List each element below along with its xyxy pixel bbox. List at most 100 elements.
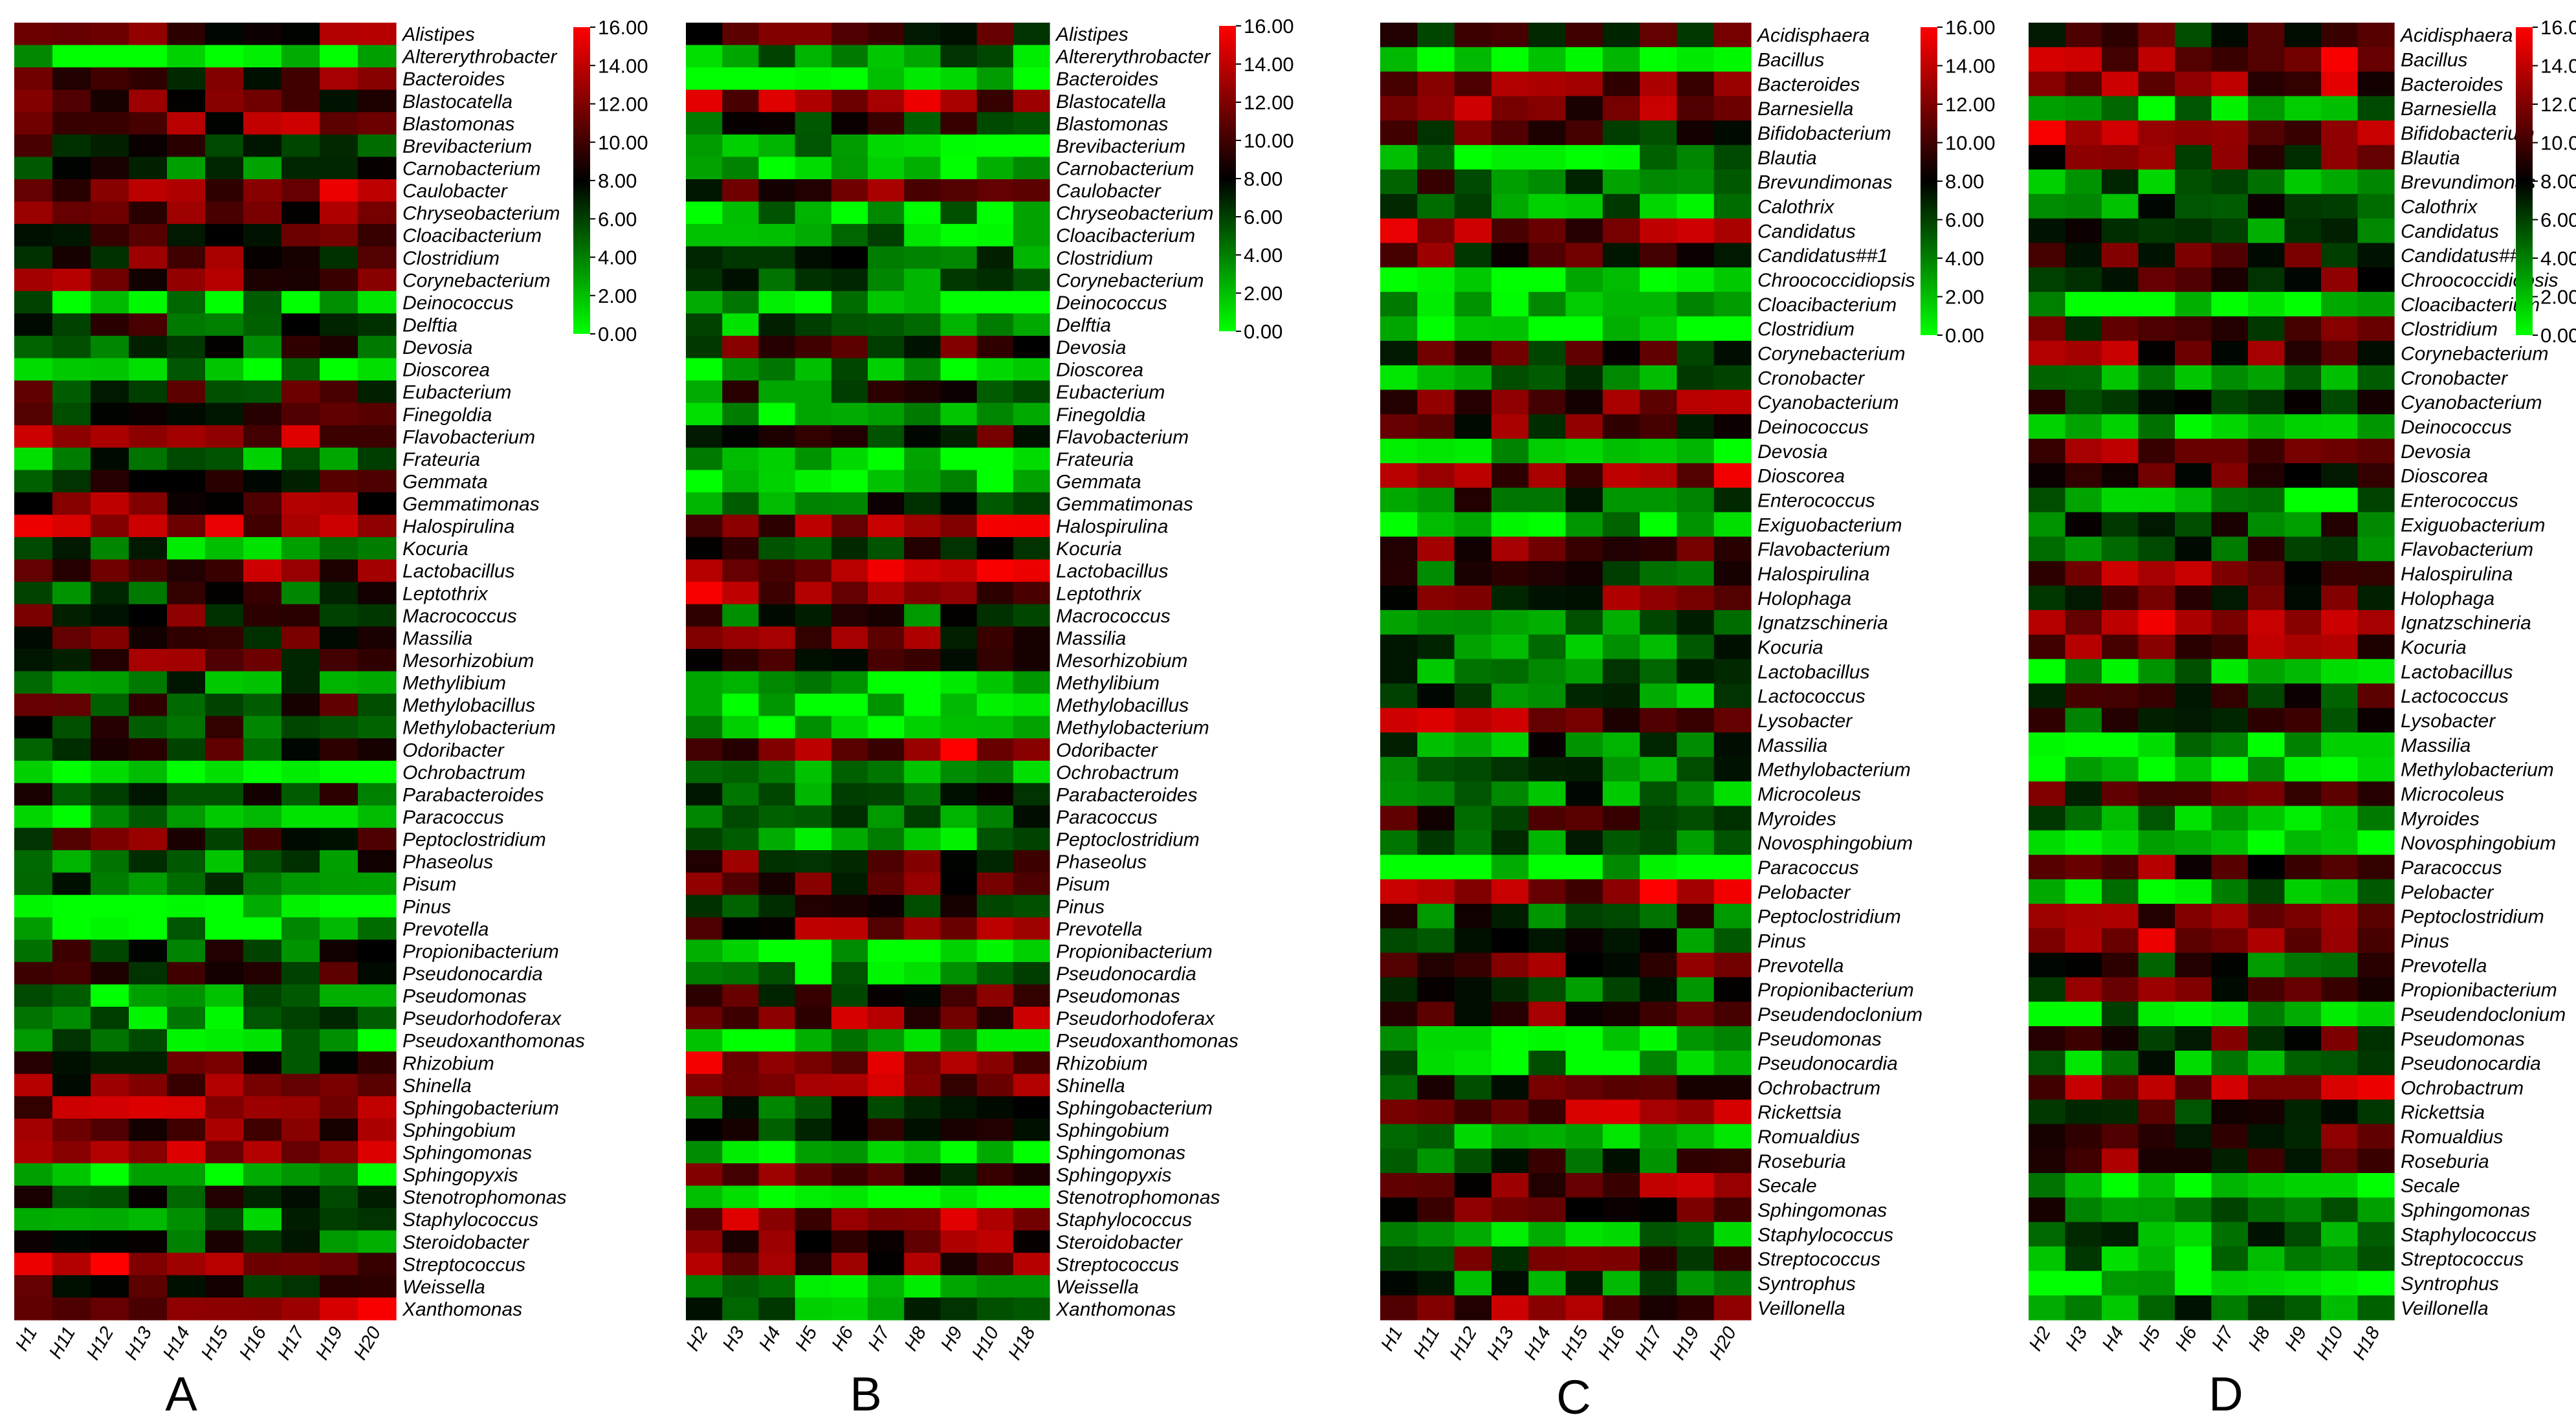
heatmap-cell	[14, 514, 53, 538]
heatmap-cell	[52, 380, 91, 404]
heatmap-cell	[91, 89, 129, 113]
row-label: Peptoclostridium	[1056, 829, 1200, 851]
heatmap-cell	[1417, 609, 1455, 635]
row-label: Bifidobacterium	[2401, 123, 2535, 144]
panel-label-b: B	[850, 1367, 881, 1421]
heatmap-cell	[205, 224, 244, 247]
row-label: Sphingomonas	[402, 1143, 532, 1164]
heatmap-cell	[686, 201, 723, 225]
heatmap-cell	[2102, 218, 2139, 244]
heatmap-cell	[686, 1163, 723, 1187]
heatmap-cell	[2065, 708, 2102, 733]
heatmap-cell	[2138, 292, 2175, 317]
heatmap-cell	[2357, 1271, 2395, 1296]
heatmap-cell	[1677, 928, 1715, 954]
heatmap-cell	[2284, 316, 2322, 342]
heatmap-cell	[1677, 708, 1715, 733]
heatmap-cell	[2065, 47, 2102, 72]
heatmap-cell	[2029, 683, 2066, 708]
heatmap-cell	[1417, 1099, 1455, 1124]
heatmap-cell	[320, 694, 358, 717]
row-label: Blautia	[2401, 148, 2460, 169]
heatmap-cell	[976, 648, 1014, 672]
heatmap-cell	[904, 1163, 941, 1187]
heatmap-cell	[320, 828, 358, 851]
heatmap-cell	[1640, 536, 1677, 562]
heatmap-cell	[91, 828, 129, 851]
heatmap-cell	[2029, 96, 2066, 121]
heatmap-cell	[940, 1096, 978, 1119]
row-label: Lactococcus	[1757, 686, 1866, 707]
heatmap-cell	[2321, 96, 2359, 121]
row-label: Propionibacterium	[402, 941, 559, 962]
heatmap-cell	[904, 648, 941, 672]
heatmap-cell	[1677, 23, 1715, 48]
heatmap-cell	[976, 201, 1014, 225]
heatmap-cell	[91, 179, 129, 203]
heatmap-cell	[1528, 1197, 1567, 1223]
heatmap-cell	[358, 716, 397, 739]
heatmap-cell	[2065, 1197, 2102, 1223]
heatmap-cell	[976, 738, 1014, 762]
heatmap-cell	[831, 470, 868, 493]
heatmap-cell	[1602, 732, 1640, 758]
heatmap-cell	[758, 380, 796, 404]
heatmap-cell	[795, 828, 832, 851]
heatmap-cell	[1640, 1197, 1677, 1223]
heatmap-cell	[281, 1051, 320, 1075]
heatmap-cell	[281, 559, 320, 582]
heatmap-cell	[243, 23, 282, 46]
heatmap-cell	[1454, 218, 1492, 244]
heatmap-cell	[940, 134, 978, 158]
heatmap-cell	[1602, 47, 1640, 72]
heatmap-cell	[2138, 145, 2175, 170]
heatmap-cell	[1491, 536, 1529, 562]
heatmap-cell	[2065, 659, 2102, 685]
heatmap-cell	[14, 380, 53, 404]
heatmap-cell	[831, 828, 868, 851]
heatmap-cell	[2357, 487, 2395, 513]
row-label: Pisum	[402, 874, 456, 895]
heatmap-cell	[2357, 1173, 2395, 1198]
column-label: H14	[159, 1323, 194, 1363]
heatmap-cell	[2248, 855, 2285, 880]
heatmap-cell	[2248, 439, 2285, 464]
heatmap-cell	[1491, 708, 1529, 733]
heatmap-cell	[758, 447, 796, 470]
heatmap-cell	[868, 179, 905, 203]
heatmap-cell	[1713, 903, 1752, 929]
heatmap-cell	[1454, 536, 1492, 562]
heatmap-cell	[868, 447, 905, 470]
heatmap-cell	[758, 425, 796, 448]
heatmap-cell	[1491, 71, 1529, 97]
heatmap-cell	[2065, 1295, 2102, 1321]
heatmap-cell	[1528, 806, 1567, 831]
heatmap-cell	[167, 335, 206, 359]
row-label: Sphingopyxis	[1056, 1165, 1171, 1186]
heatmap-cell	[831, 492, 868, 516]
row-label: Pelobacter	[2401, 882, 2494, 903]
heatmap-cell	[14, 559, 53, 582]
heatmap-cell	[1417, 879, 1455, 905]
heatmap-cell	[2138, 487, 2175, 513]
heatmap-cell	[795, 1163, 832, 1187]
heatmap-cell	[2357, 414, 2395, 439]
heatmap-cell	[2029, 1197, 2066, 1223]
heatmap-cell	[358, 1253, 397, 1276]
heatmap-cell	[1565, 928, 1603, 954]
row-label: Phaseolus	[1056, 851, 1147, 873]
heatmap-cell	[320, 1096, 358, 1119]
row-label: Methylobacillus	[402, 695, 535, 716]
heatmap-cell	[1602, 952, 1640, 978]
heatmap-cell	[52, 626, 91, 650]
heatmap-cell	[1491, 561, 1529, 586]
heatmap-cell	[2175, 928, 2212, 954]
heatmap-cell	[1491, 1197, 1529, 1223]
heatmap-cell	[2138, 71, 2175, 97]
heatmap-cell	[2321, 487, 2359, 513]
heatmap-cell	[1602, 316, 1640, 342]
heatmap-cell	[868, 1253, 905, 1276]
heatmap-cell	[52, 425, 91, 448]
colorbar-tick-label: 12.00	[598, 93, 648, 116]
